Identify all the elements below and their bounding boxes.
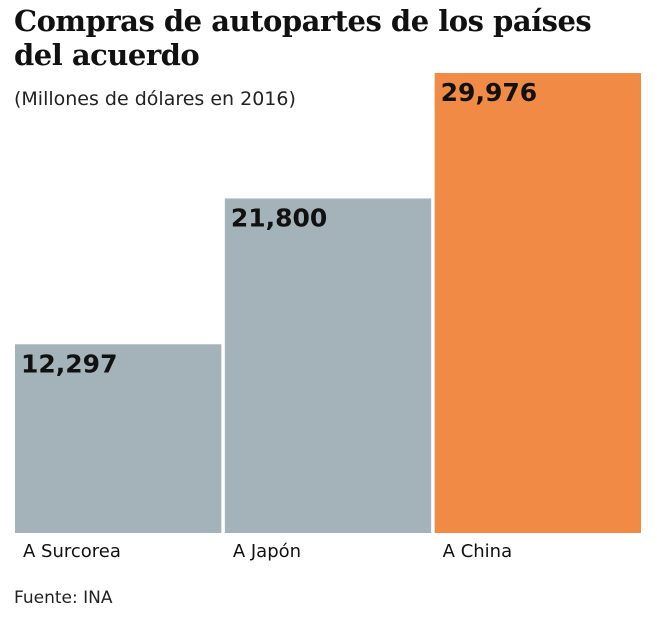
x-tick-label: A Surcorea [23, 541, 121, 562]
bar [15, 344, 222, 533]
value-label: 12,297 [21, 349, 117, 378]
value-label: 29,976 [441, 78, 537, 107]
bar [224, 198, 432, 533]
x-tick-label: A Japón [233, 541, 301, 562]
source-note: Fuente: INA [14, 588, 113, 608]
chart-title: Compras de autopartes de los países del … [14, 4, 592, 72]
value-label: 21,800 [231, 203, 327, 232]
chart-subtitle: (Millones de dólares en 2016) [14, 88, 296, 110]
bar [434, 73, 641, 533]
x-tick-label: A China [443, 541, 512, 562]
